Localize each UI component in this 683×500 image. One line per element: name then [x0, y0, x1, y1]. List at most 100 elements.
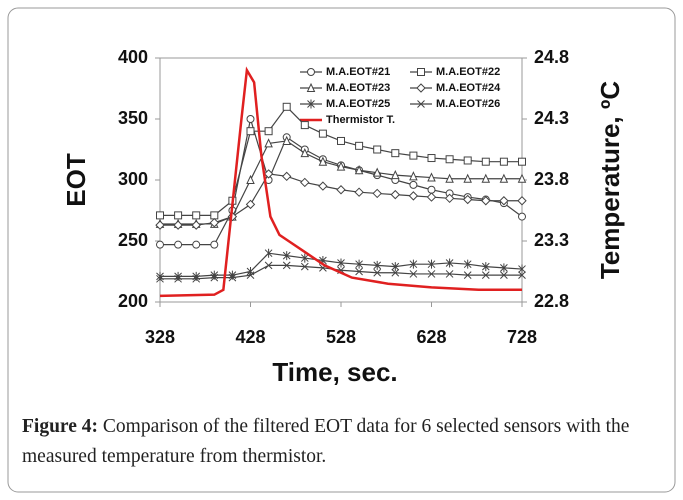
marker — [210, 240, 219, 249]
marker — [282, 251, 291, 261]
marker — [390, 189, 401, 200]
marker — [517, 173, 527, 183]
marker — [228, 273, 237, 282]
legend-label: M.A.EOT#25 — [326, 98, 390, 110]
marker — [499, 173, 509, 183]
marker — [481, 271, 490, 280]
marker — [518, 271, 526, 280]
marker — [156, 274, 164, 283]
y2-axis-label: Temperature, ºC — [595, 81, 625, 280]
marker — [264, 261, 273, 270]
marker — [209, 217, 220, 228]
marker — [307, 99, 315, 109]
marker — [192, 274, 201, 283]
marker — [373, 145, 382, 154]
y-tick-label: 350 — [118, 108, 148, 128]
marker — [354, 187, 364, 197]
legend-label: M.A.EOT#23 — [326, 82, 390, 94]
marker — [409, 259, 418, 269]
marker — [409, 151, 418, 160]
legend-label: Thermistor T. — [326, 114, 395, 126]
marker — [264, 127, 273, 136]
marker — [282, 135, 291, 145]
marker — [355, 259, 363, 269]
marker — [445, 173, 454, 183]
marker — [155, 220, 165, 230]
marker — [306, 82, 316, 92]
marker — [427, 172, 436, 182]
marker — [300, 253, 309, 263]
legend-label: M.A.EOT#21 — [326, 66, 390, 78]
marker — [517, 196, 527, 206]
x-tick-label: 328 — [145, 327, 175, 347]
marker — [445, 155, 454, 164]
marker — [372, 167, 382, 177]
marker — [463, 173, 472, 183]
marker — [156, 211, 164, 220]
marker — [282, 261, 291, 270]
marker — [336, 161, 346, 171]
figure-frame — [7, 7, 676, 493]
marker — [416, 83, 426, 93]
marker — [191, 220, 201, 230]
marker — [463, 156, 472, 165]
y2-tick-label: 23.8 — [534, 169, 569, 189]
marker — [156, 240, 164, 249]
marker — [300, 177, 310, 188]
marker — [192, 211, 201, 220]
y-tick-label: 250 — [118, 230, 148, 250]
marker — [409, 180, 418, 189]
marker — [282, 102, 291, 111]
marker — [463, 271, 472, 280]
marker — [373, 268, 382, 277]
marker — [391, 169, 400, 180]
y-tick-label: 300 — [118, 169, 148, 189]
legend: M.A.EOT#21 M.A.EOT#22 M.A.EOT#23 M.A.EOT#24… — [300, 66, 501, 126]
marker — [500, 263, 508, 273]
x-tick-label: 528 — [326, 327, 356, 347]
marker — [481, 262, 490, 272]
y2-tick-label: 24.8 — [534, 47, 569, 67]
marker — [409, 171, 418, 181]
marker — [174, 211, 183, 220]
marker — [462, 194, 473, 205]
marker — [518, 157, 526, 166]
marker — [481, 196, 491, 206]
x-tick-label: 428 — [235, 327, 265, 347]
marker — [409, 270, 418, 278]
marker — [174, 240, 183, 249]
marker — [373, 260, 382, 270]
marker — [481, 173, 491, 183]
marker — [408, 191, 419, 201]
y-tick-label: 400 — [118, 47, 148, 67]
caption-text: Comparison of the filtered EOT data for … — [22, 416, 630, 467]
marker — [499, 157, 508, 166]
y-axis-label: EOT — [61, 153, 91, 207]
y2-tick-label: 24.3 — [534, 108, 569, 128]
x-axis-label: Time, sec. — [272, 357, 397, 387]
marker — [518, 212, 526, 221]
marker — [246, 271, 255, 280]
marker — [391, 262, 400, 272]
marker — [318, 181, 328, 191]
y-tick-label: 200 — [118, 291, 148, 311]
marker — [417, 68, 425, 76]
marker — [245, 199, 256, 210]
marker — [174, 274, 182, 283]
marker — [391, 149, 400, 158]
marker — [463, 259, 472, 269]
marker — [427, 185, 436, 194]
marker — [210, 273, 219, 282]
marker — [444, 193, 455, 204]
marker — [246, 115, 255, 123]
marker — [354, 165, 364, 175]
marker — [300, 262, 309, 271]
marker — [300, 147, 310, 158]
marker — [336, 185, 346, 195]
marker — [210, 211, 219, 220]
series-line — [159, 66, 522, 298]
caption-label: Figure 4: — [22, 416, 99, 437]
marker — [391, 268, 400, 277]
marker — [427, 270, 436, 278]
